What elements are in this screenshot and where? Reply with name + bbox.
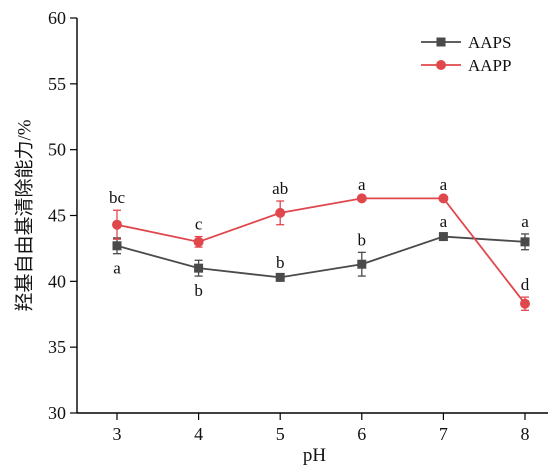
y-tick-label: 40 (48, 271, 66, 291)
aapp-significance-label: bc (109, 188, 126, 207)
aapp-point (438, 193, 449, 204)
aapp-significance-label: ab (272, 179, 288, 198)
aaps-significance-label: a (521, 212, 529, 231)
aaps-significance-label: a (440, 212, 448, 231)
axes (76, 18, 548, 414)
x-tick-label: 7 (439, 424, 448, 444)
series-group (112, 193, 530, 311)
aaps-point (112, 241, 122, 251)
aaps-point (520, 237, 530, 247)
series-aaps (112, 232, 530, 282)
x-tick-label: 3 (113, 424, 122, 444)
aaps-point (438, 232, 448, 242)
aapp-point (356, 193, 367, 204)
y-axis-title: 羟基自由基清除能力/% (13, 119, 35, 311)
aapp-point (193, 236, 204, 247)
legend-item-aaps: AAPS (421, 33, 511, 52)
aaps-significance-label: b (358, 230, 367, 249)
aapp-point (112, 219, 122, 230)
y-tick-label: 35 (48, 337, 66, 357)
aapp-point (520, 298, 530, 309)
y-tick-label: 55 (48, 74, 66, 94)
aapp-significance-label: a (358, 175, 366, 194)
x-tick-label: 8 (521, 424, 530, 444)
series-aapp (112, 193, 530, 311)
aaps-point (357, 259, 367, 269)
legend-marker-aapp (436, 60, 446, 70)
aapp-significance-label: d (521, 275, 530, 294)
aapp-point (275, 207, 286, 218)
x-axis-title: pH (303, 445, 327, 466)
legend-label-aapp: AAPP (468, 56, 511, 75)
y-tick-label: 50 (48, 140, 66, 160)
x-tick-label: 4 (194, 424, 203, 444)
y-tick-label: 30 (48, 403, 66, 423)
aaps-significance-label: b (194, 281, 203, 300)
legend-label-aaps: AAPS (468, 33, 511, 52)
y-tick-label: 60 (48, 8, 66, 28)
legend-item-aapp: AAPP (421, 56, 511, 75)
y-tick-label: 45 (48, 206, 66, 226)
aaps-point (275, 272, 285, 282)
aaps-significance-label: a (113, 259, 121, 278)
aaps-line (116, 235, 526, 279)
legend: AAPS AAPP (421, 33, 511, 75)
aapp-line (116, 197, 526, 305)
x-tick-label: 5 (276, 424, 285, 444)
x-tick-label: 6 (357, 424, 366, 444)
legend-marker-aaps (436, 37, 446, 47)
aaps-significance-label: b (276, 253, 285, 272)
aapp-significance-label: c (195, 215, 203, 234)
aapp-significance-label: a (440, 175, 448, 194)
aaps-point (194, 263, 204, 273)
